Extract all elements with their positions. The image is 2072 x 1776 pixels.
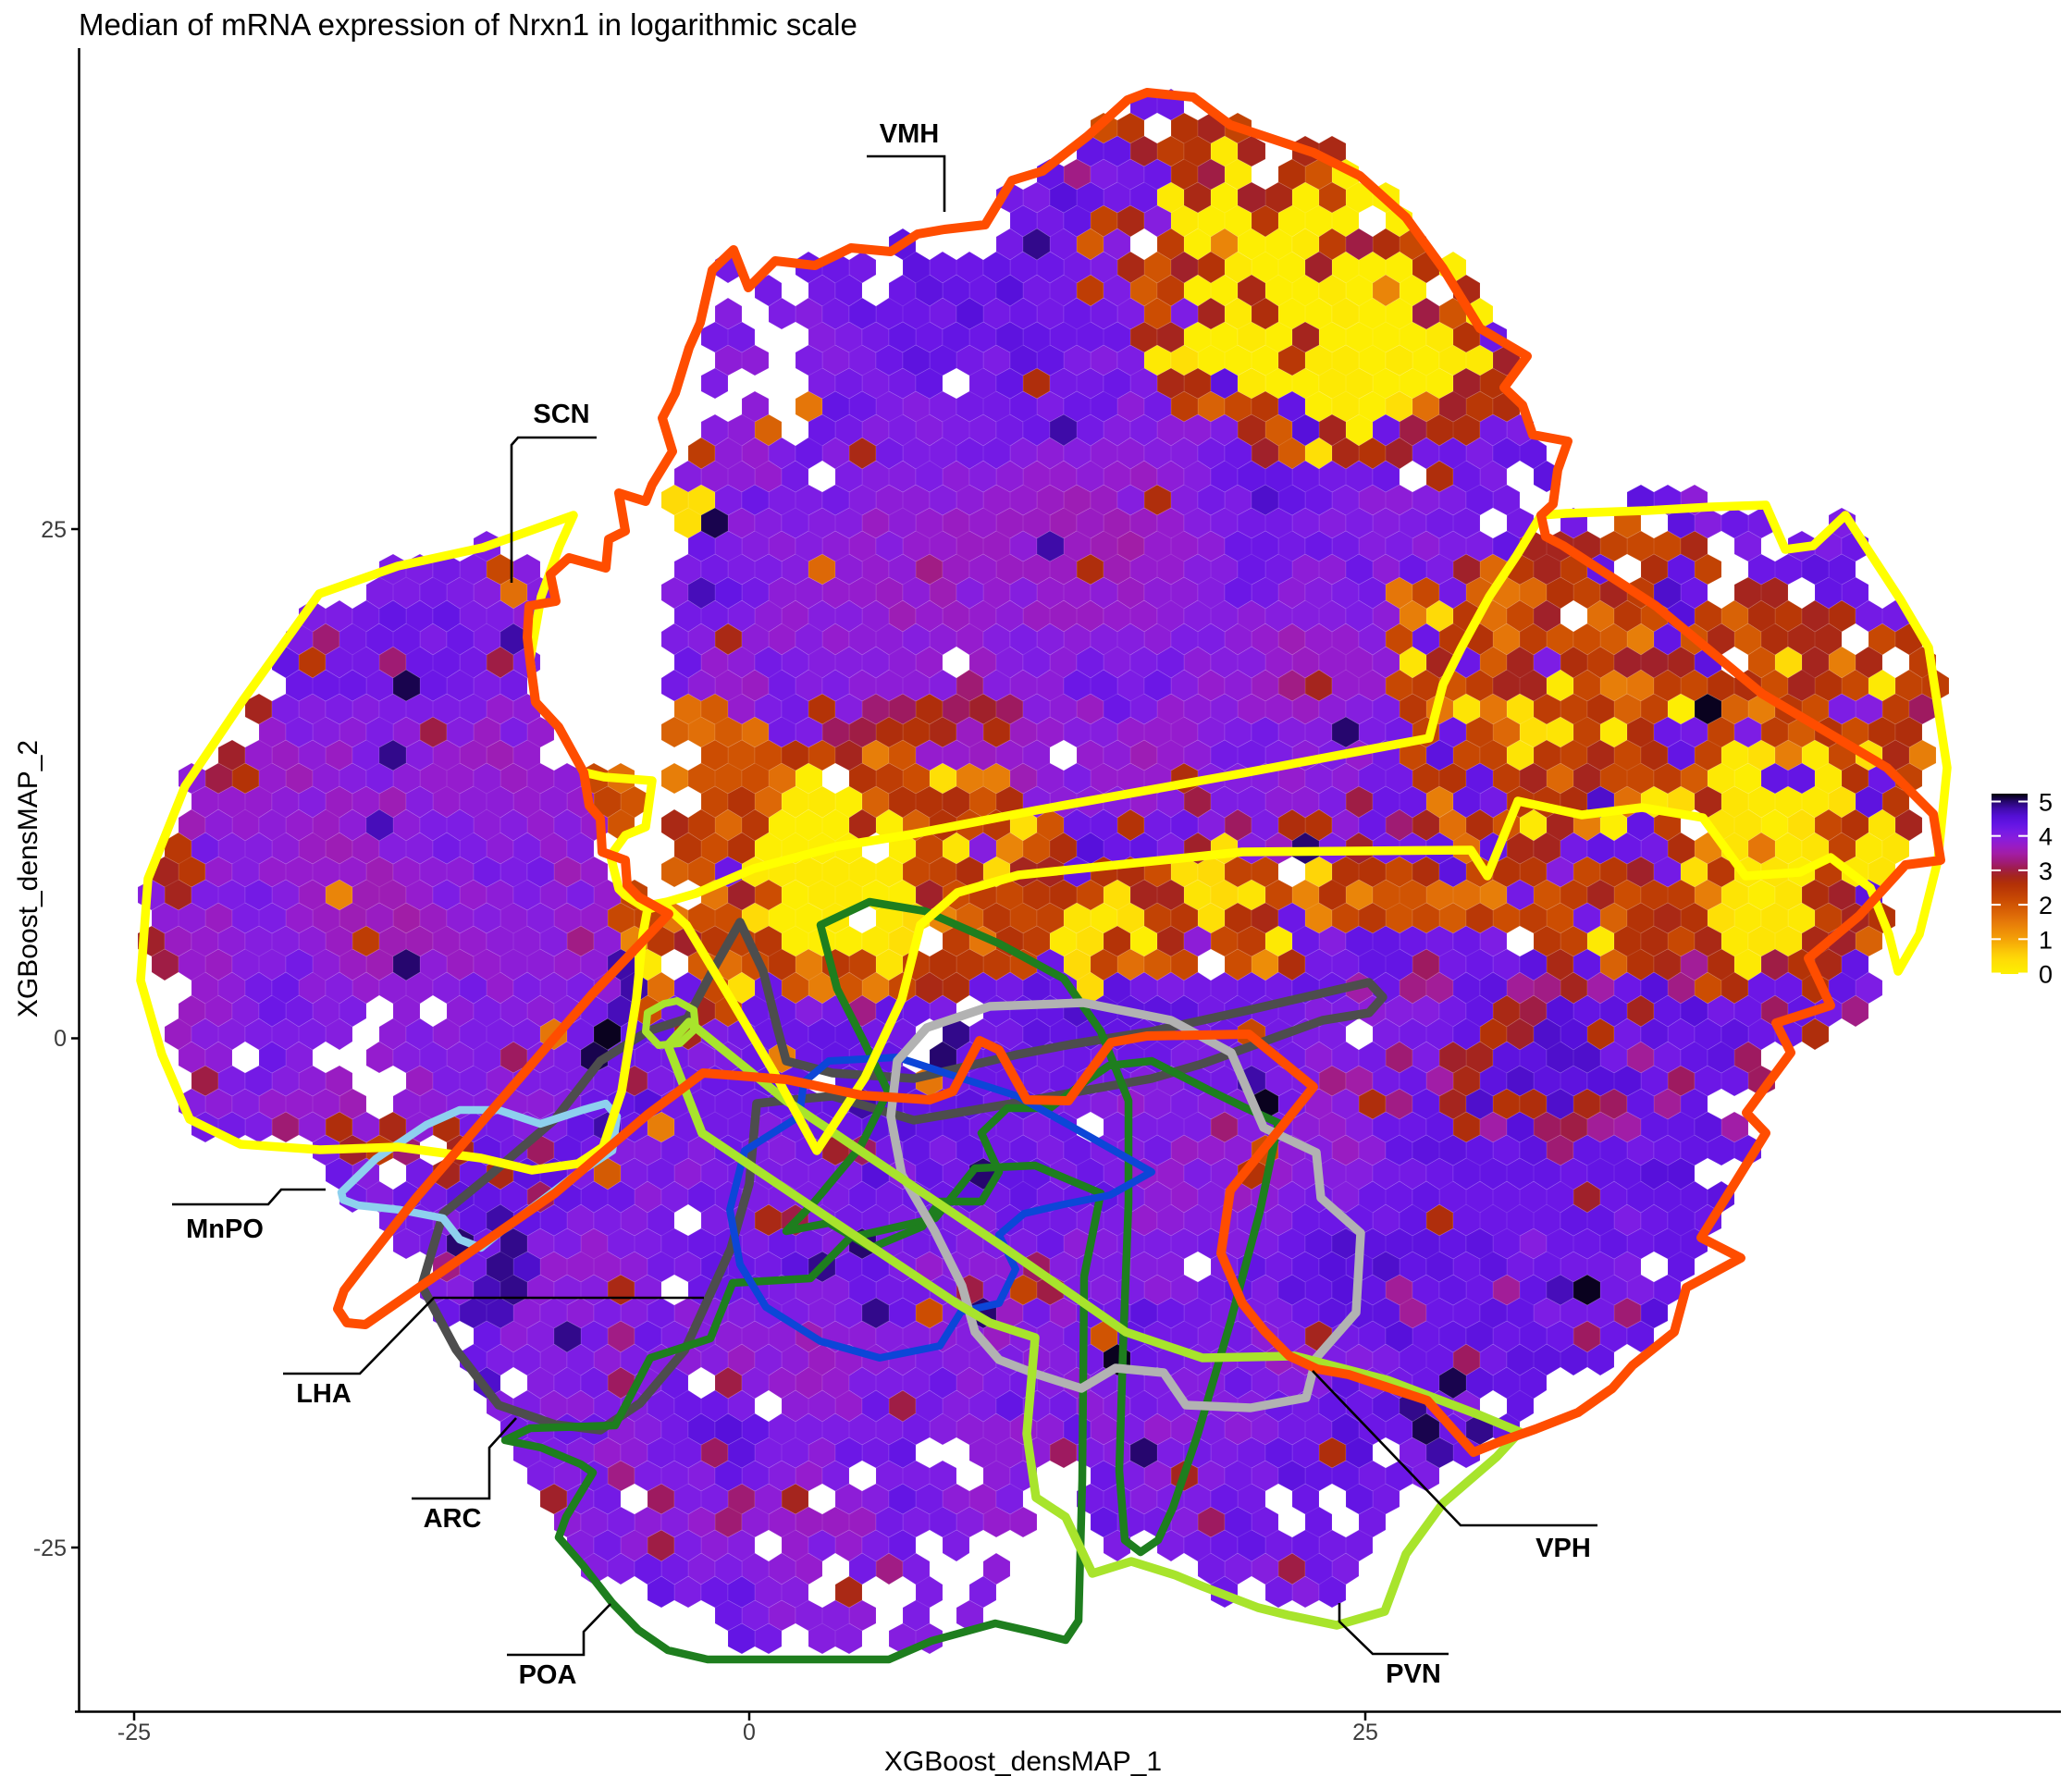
svg-text:LHA: LHA xyxy=(296,1379,352,1409)
svg-text:25: 25 xyxy=(41,517,67,543)
svg-text:MnPO: MnPO xyxy=(186,1215,264,1244)
svg-text:VPH: VPH xyxy=(1536,1534,1591,1563)
svg-text:25: 25 xyxy=(1352,1720,1378,1745)
svg-text:-25: -25 xyxy=(117,1720,151,1745)
svg-text:1: 1 xyxy=(2039,926,2053,954)
svg-text:0: 0 xyxy=(2039,961,2053,989)
svg-text:VMH: VMH xyxy=(880,119,939,149)
svg-text:SCN: SCN xyxy=(533,400,589,429)
svg-text:XGBoost_densMAP_1: XGBoost_densMAP_1 xyxy=(884,1746,1162,1776)
svg-text:3: 3 xyxy=(2039,857,2053,885)
svg-text:XGBoost_densMAP_2: XGBoost_densMAP_2 xyxy=(13,740,43,1018)
svg-text:0: 0 xyxy=(54,1026,67,1052)
svg-text:2: 2 xyxy=(2039,892,2053,919)
svg-text:POA: POA xyxy=(519,1660,577,1690)
svg-text:4: 4 xyxy=(2039,823,2053,851)
svg-text:5: 5 xyxy=(2039,789,2053,817)
svg-text:ARC: ARC xyxy=(424,1504,482,1534)
svg-text:Median of mRNA expression of N: Median of mRNA expression of Nrxn1 in lo… xyxy=(79,7,857,42)
svg-text:0: 0 xyxy=(743,1720,756,1745)
svg-text:-25: -25 xyxy=(33,1536,67,1561)
svg-text:PVN: PVN xyxy=(1386,1659,1441,1689)
